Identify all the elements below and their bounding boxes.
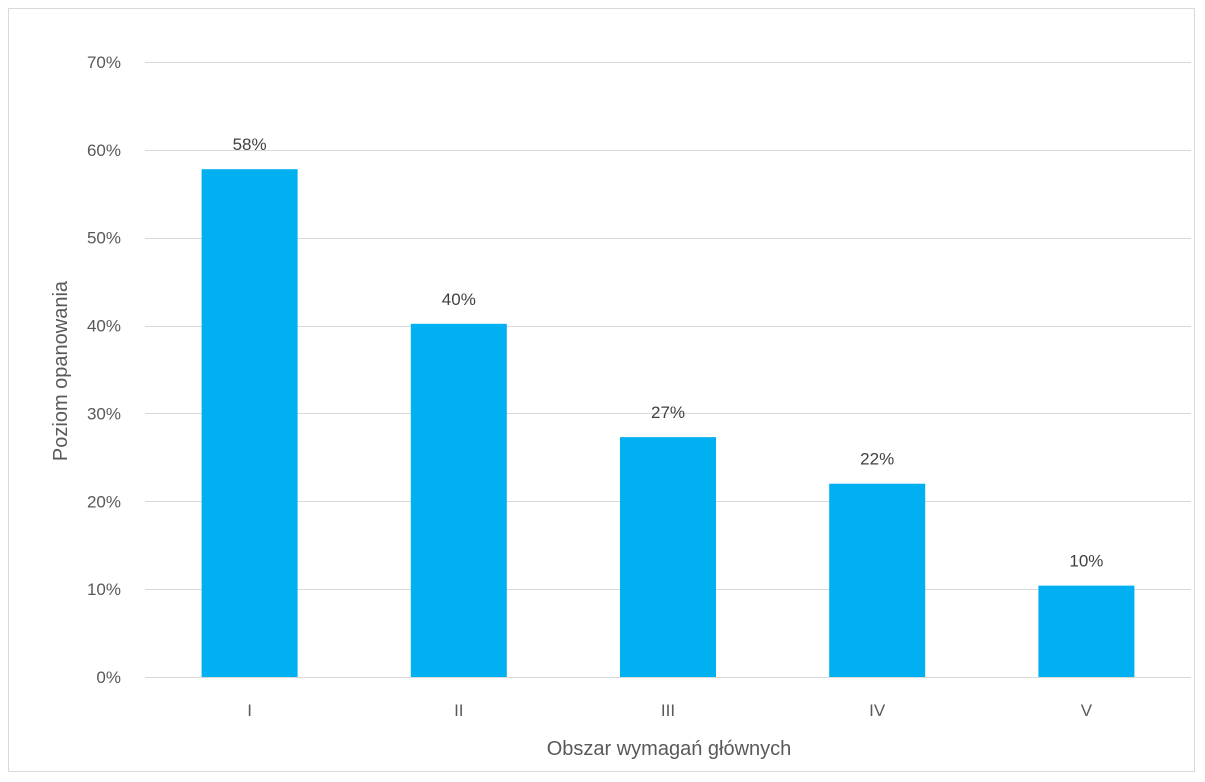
- bars: [201, 169, 1135, 677]
- data-label: 10%: [1069, 552, 1103, 571]
- bar-i: [201, 169, 298, 677]
- y-tick-label: 20%: [87, 492, 121, 511]
- x-axis-ticks: I II III IV V: [247, 701, 1092, 720]
- x-tick-label: I: [247, 701, 252, 720]
- y-axis-title: Poziom opanowania: [50, 280, 72, 461]
- y-axis-ticks: 0% 10% 20% 30% 40% 50% 60% 70%: [87, 53, 121, 687]
- bar-ii: [410, 323, 507, 677]
- data-label: 40%: [442, 290, 476, 309]
- gridlines: [145, 62, 1191, 678]
- y-tick-label: 70%: [87, 53, 121, 72]
- data-labels: 58% 40% 27% 22% 10%: [233, 135, 1104, 570]
- data-label: 22%: [860, 450, 894, 469]
- y-tick-label: 40%: [87, 317, 121, 336]
- x-tick-label: IV: [869, 701, 886, 720]
- y-tick-label: 0%: [96, 668, 121, 687]
- y-tick-label: 10%: [87, 580, 121, 599]
- y-tick-label: 60%: [87, 141, 121, 160]
- bar-v: [1038, 585, 1135, 677]
- x-tick-label: II: [454, 701, 463, 720]
- bar-iv: [829, 483, 926, 677]
- y-tick-label: 50%: [87, 229, 121, 248]
- x-tick-label: III: [661, 701, 675, 720]
- data-label: 58%: [233, 135, 267, 154]
- x-tick-label: V: [1081, 701, 1093, 720]
- x-axis-title: Obszar wymagań głównych: [547, 738, 792, 760]
- y-tick-label: 30%: [87, 404, 121, 423]
- data-label: 27%: [651, 403, 685, 422]
- bar-iii: [620, 437, 716, 677]
